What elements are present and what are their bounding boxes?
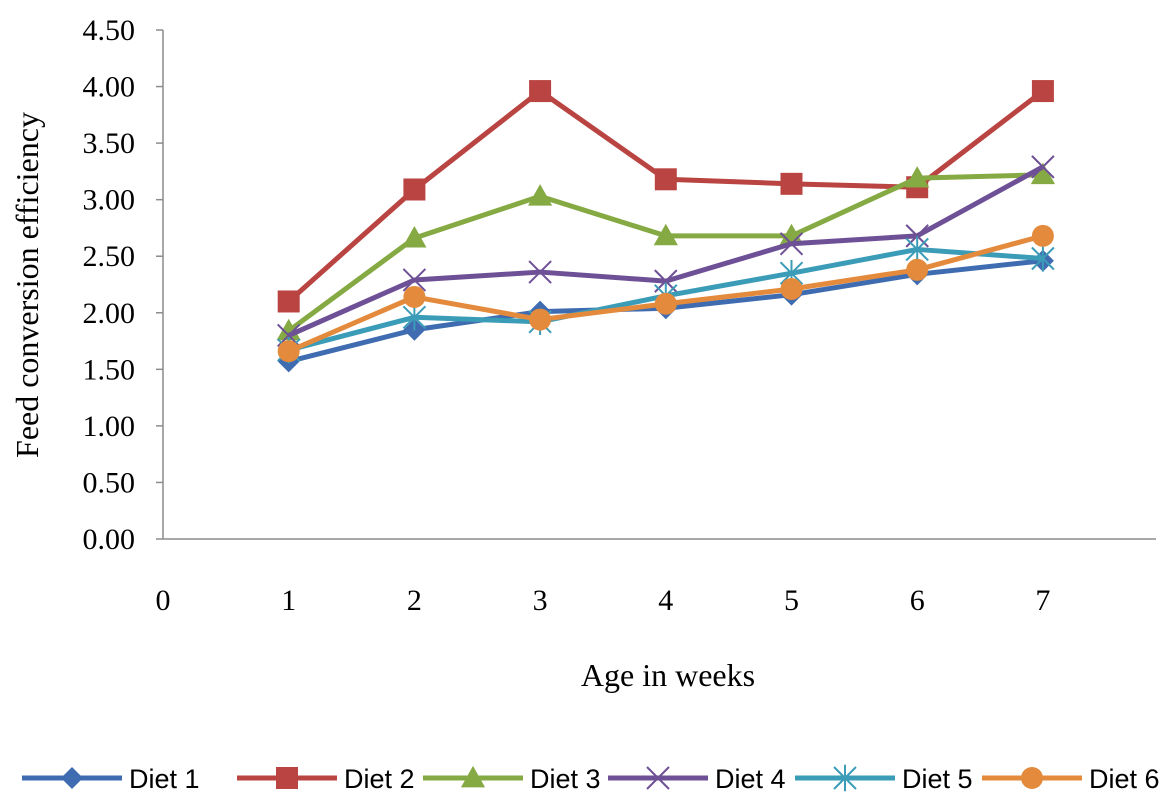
legend-marker [646, 766, 670, 790]
data-point [780, 278, 803, 301]
data-point [780, 172, 803, 195]
y-tick-label: 4.50 [83, 14, 136, 47]
legend-marker [460, 765, 486, 788]
data-point [1031, 80, 1054, 103]
y-tick-label: 4.00 [83, 71, 136, 104]
series-diet-3 [276, 162, 1055, 341]
y-tick-label: 2.00 [83, 297, 136, 330]
series-diet-4 [276, 155, 1055, 348]
y-tick-label: 0.00 [83, 523, 136, 556]
series-diet-6 [277, 224, 1054, 363]
legend-item-diet-4: Diet 4 [608, 764, 786, 794]
legend-marker [833, 764, 857, 792]
legend-item-diet-2: Diet 2 [237, 764, 415, 794]
axes [162, 30, 1157, 540]
legend-label: Diet 5 [902, 764, 973, 794]
legend-label: Diet 6 [1089, 764, 1160, 794]
data-point [402, 304, 427, 331]
x-tick-label: 5 [784, 584, 799, 617]
x-tick-label: 1 [281, 584, 296, 617]
x-axis-ticks: 0 1 2 3 4 5 6 7 [156, 584, 1051, 617]
legend-item-diet-5: Diet 5 [795, 764, 973, 794]
legend-label: Diet 1 [129, 764, 200, 794]
legend-marker [61, 767, 83, 789]
y-tick-label: 0.50 [83, 466, 136, 499]
data-point [1030, 162, 1055, 185]
x-tick-label: 4 [658, 584, 673, 617]
legend-label: Diet 2 [344, 764, 415, 794]
legend-item-diet-3: Diet 3 [423, 764, 601, 794]
y-axis-ticks: 0.00 0.50 1.00 1.50 2.00 2.50 3.00 3.50 4.00 4.50 [83, 14, 163, 556]
series-layer [276, 80, 1055, 373]
legend-label: Diet 3 [530, 764, 601, 794]
data-point [653, 223, 678, 246]
series-diet-2 [277, 80, 1054, 313]
data-point [528, 260, 552, 284]
legend-item-diet-6: Diet 6 [982, 764, 1160, 794]
data-point [277, 340, 300, 363]
series-line [287, 88, 1045, 304]
data-point [779, 232, 804, 256]
data-point [905, 236, 929, 263]
data-point [1031, 224, 1054, 247]
x-tick-label: 2 [407, 584, 422, 617]
data-point [906, 258, 929, 281]
x-tick-label: 3 [533, 584, 548, 617]
x-tick-label: 0 [156, 584, 171, 617]
data-point [529, 308, 552, 331]
x-tick-label: 6 [910, 584, 925, 617]
data-point [403, 178, 426, 201]
data-point [277, 290, 300, 313]
y-tick-label: 1.50 [83, 353, 136, 386]
data-point [654, 168, 677, 191]
y-axis-title: Feed conversion efficiency [9, 112, 45, 458]
x-axis-title: Age in weeks [581, 657, 755, 693]
data-point [654, 292, 677, 315]
data-point [1031, 245, 1055, 272]
data-point [403, 285, 426, 308]
data-point [402, 226, 427, 248]
y-tick-label: 2.50 [83, 240, 136, 273]
data-point [1031, 155, 1055, 179]
data-point [905, 166, 930, 188]
data-point [529, 80, 552, 103]
legend-marker [1021, 767, 1043, 789]
data-point [528, 184, 553, 206]
y-tick-label: 3.00 [83, 184, 136, 217]
legend: Diet 1 Diet 2 Diet 3 Diet 4 Diet 5 Diet 6 [22, 764, 1160, 794]
y-tick-label: 1.00 [83, 410, 136, 443]
legend-label: Diet 4 [715, 764, 786, 794]
data-point [779, 223, 804, 246]
legend-item-diet-1: Diet 1 [22, 764, 200, 794]
data-point [402, 268, 427, 292]
legend-marker [276, 767, 298, 789]
x-tick-label: 7 [1035, 584, 1050, 617]
y-tick-label: 3.50 [83, 127, 136, 160]
